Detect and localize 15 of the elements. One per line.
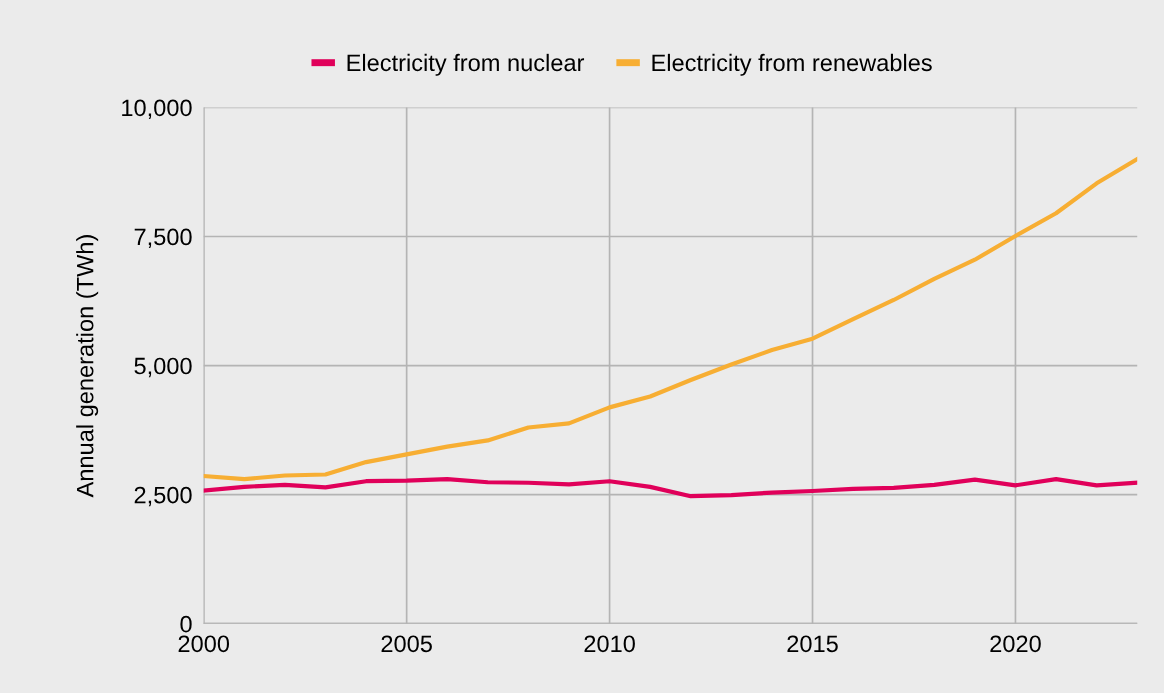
line-series: [203, 477, 1138, 499]
y-tick-label: 5,000: [134, 357, 192, 378]
y-tick-label: 2,500: [134, 486, 192, 507]
x-tick-label: 2000: [178, 635, 230, 653]
legend-label: Electricity from nuclear: [347, 53, 585, 76]
y-axis-title: Annual generation (TWh): [76, 235, 99, 498]
y-tick-label: 7,500: [134, 228, 192, 249]
x-tick-label: 2010: [584, 635, 635, 653]
legend-label: Electricity from renewables: [652, 53, 932, 76]
x-tick-label: 2020: [990, 635, 1041, 653]
x-tick-label: 2015: [787, 635, 838, 653]
x-tick-label: 2005: [381, 635, 432, 653]
y-tick-label: 10,000: [122, 99, 192, 119]
line-series: [203, 156, 1138, 482]
y-tick-label: 0: [180, 615, 192, 633]
